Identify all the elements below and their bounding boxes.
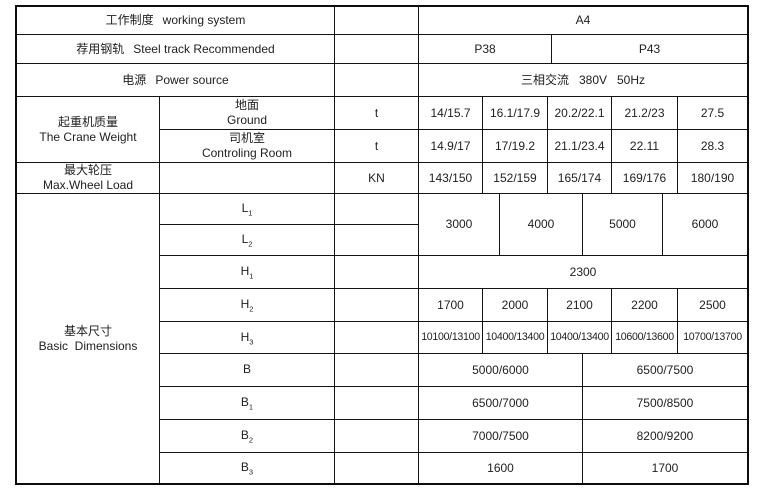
dim-L2-unit-cell bbox=[335, 225, 419, 256]
ground-sublabel: 地面 Ground bbox=[160, 97, 335, 130]
max-wheel-load-label: 最大轮压 Max.Wheel Load bbox=[17, 163, 160, 194]
control-room-value-1: 17/19.2 bbox=[483, 130, 548, 163]
dim-L1-unit-cell bbox=[335, 194, 419, 225]
dim-L-value-2: 5000 bbox=[583, 194, 663, 256]
steel-track-label-zh: 荐用钢轨 bbox=[76, 41, 125, 56]
working-system-value: A4 bbox=[419, 7, 747, 35]
control-room-sublabel: 司机室 Controling Room bbox=[160, 130, 335, 163]
dim-H3-value-3: 10600/13600 bbox=[612, 322, 678, 354]
dim-L2-label: L2 bbox=[160, 225, 335, 256]
dim-B2-label: B2 bbox=[160, 420, 335, 453]
dim-B3-label: B3 bbox=[160, 453, 335, 483]
steel-track-label: 荐用钢轨 Steel track Recommended bbox=[17, 35, 335, 64]
ground-unit: t bbox=[335, 97, 419, 130]
ground-sublabel-en: Ground bbox=[226, 113, 268, 127]
max-wheel-load-label-zh: 最大轮压 bbox=[63, 163, 112, 177]
dim-H3-unit-cell bbox=[335, 322, 419, 354]
working-system-label-en: working system bbox=[162, 13, 246, 27]
max-wheel-load-label-en: Max.Wheel Load bbox=[42, 178, 134, 192]
control-room-sublabel-en: Controling Room bbox=[201, 146, 293, 160]
dim-B1-value-1: 7500/8500 bbox=[583, 387, 747, 420]
dim-H3-value-0: 10100/13100 bbox=[419, 322, 483, 354]
dim-B3-value-1: 1700 bbox=[651, 460, 679, 475]
working-system-label: 工作制度 working system bbox=[17, 7, 335, 35]
crane-weight-category-en: The Crane Weight bbox=[39, 129, 137, 144]
max-wheel-load-value-4: 180/190 bbox=[678, 163, 747, 194]
dim-B3-unit-cell bbox=[335, 453, 419, 483]
steel-track-unit-cell bbox=[335, 35, 419, 64]
max-wheel-load-unit: KN bbox=[335, 163, 419, 194]
basic-dimensions-category: 基本尺寸 Basic Dimensions bbox=[17, 194, 160, 483]
dim-H2-value-2: 2100 bbox=[548, 289, 612, 322]
power-source-label: 电源 Power source bbox=[17, 64, 335, 97]
dim-L1-label: L1 bbox=[160, 194, 335, 225]
max-wheel-load-value-1: 152/159 bbox=[483, 163, 548, 194]
power-source-unit-cell bbox=[335, 64, 419, 97]
control-room-value-3: 22.11 bbox=[612, 130, 678, 163]
dim-H1-value: 2300 bbox=[419, 256, 747, 289]
dim-H1-unit-cell bbox=[335, 256, 419, 289]
control-room-value-2: 21.1/23.4 bbox=[548, 130, 612, 163]
ground-value-0: 14/15.7 bbox=[419, 97, 483, 130]
steel-track-value-p38: P38 bbox=[419, 35, 552, 64]
dim-H2-label: H2 bbox=[160, 289, 335, 322]
dim-L-value-0: 3000 bbox=[419, 194, 500, 256]
dim-B1-value-0: 6500/7000 bbox=[419, 387, 583, 420]
dim-H1-label: H1 bbox=[160, 256, 335, 289]
steel-track-value-p43: P43 bbox=[552, 35, 747, 64]
dim-H3-value-2: 10400/13400 bbox=[548, 322, 612, 354]
dim-H3-value-1: 10400/13400 bbox=[483, 322, 548, 354]
spec-grid: 工作制度 working system A4 荐用钢轨 Steel track … bbox=[17, 7, 747, 483]
max-wheel-load-value-2: 165/174 bbox=[548, 163, 612, 194]
ground-value-4: 27.5 bbox=[678, 97, 747, 130]
dim-B-value-0: 5000/6000 bbox=[419, 354, 583, 387]
dim-H3-value-4: 10700/13700 bbox=[678, 322, 747, 354]
dim-B3-value-0: 1600 bbox=[419, 453, 583, 483]
steel-track-label-en: Steel track Recommended bbox=[133, 41, 275, 56]
dim-H2-value-4: 2500 bbox=[678, 289, 747, 322]
power-source-value: 三相交流 380V 50Hz bbox=[419, 64, 747, 97]
dim-B2-value-0: 7000/7500 bbox=[419, 420, 583, 453]
dim-B1-label: B1 bbox=[160, 387, 335, 420]
dim-L-value-1: 4000 bbox=[500, 194, 583, 256]
working-system-label-zh: 工作制度 bbox=[105, 13, 154, 27]
crane-weight-category-zh: 起重机质量 bbox=[57, 114, 118, 129]
dim-H2-value-0: 1700 bbox=[419, 289, 483, 322]
control-room-sublabel-zh: 司机室 bbox=[228, 131, 265, 145]
dim-H2-unit-cell bbox=[335, 289, 419, 322]
dim-H2-value-3: 2200 bbox=[612, 289, 678, 322]
dim-H3-label: H3 bbox=[160, 322, 335, 354]
crane-weight-category: 起重机质量 The Crane Weight bbox=[17, 97, 160, 163]
dim-B2-unit-cell bbox=[335, 420, 419, 453]
ground-sublabel-zh: 地面 bbox=[234, 98, 259, 112]
working-system-unit-cell bbox=[335, 7, 419, 35]
control-room-unit: t bbox=[335, 130, 419, 163]
power-source-label-en: Power source bbox=[155, 72, 229, 87]
max-wheel-load-value-3: 169/176 bbox=[612, 163, 678, 194]
dim-B1-unit-cell bbox=[335, 387, 419, 420]
ground-value-3: 21.2/23 bbox=[612, 97, 678, 130]
basic-dimensions-category-zh: 基本尺寸 bbox=[63, 323, 112, 338]
power-source-label-zh: 电源 bbox=[122, 72, 147, 87]
ground-value-1: 16.1/17.9 bbox=[483, 97, 548, 130]
dim-B-unit-cell bbox=[335, 354, 419, 387]
ground-value-2: 20.2/22.1 bbox=[548, 97, 612, 130]
dim-B2-value-1: 8200/9200 bbox=[583, 420, 747, 453]
crane-spec-table: 工作制度 working system A4 荐用钢轨 Steel track … bbox=[15, 5, 749, 485]
dim-H2-value-1: 2000 bbox=[483, 289, 548, 322]
dim-B-label: B bbox=[160, 354, 335, 387]
basic-dimensions-category-en: Basic Dimensions bbox=[38, 338, 138, 353]
dim-L-value-3: 6000 bbox=[663, 194, 747, 256]
control-room-value-0: 14.9/17 bbox=[419, 130, 483, 163]
control-room-value-4: 28.3 bbox=[678, 130, 747, 163]
max-wheel-load-empty-cell bbox=[160, 163, 335, 194]
dim-B-value-1: 6500/7500 bbox=[583, 354, 747, 387]
max-wheel-load-value-0: 143/150 bbox=[419, 163, 483, 194]
